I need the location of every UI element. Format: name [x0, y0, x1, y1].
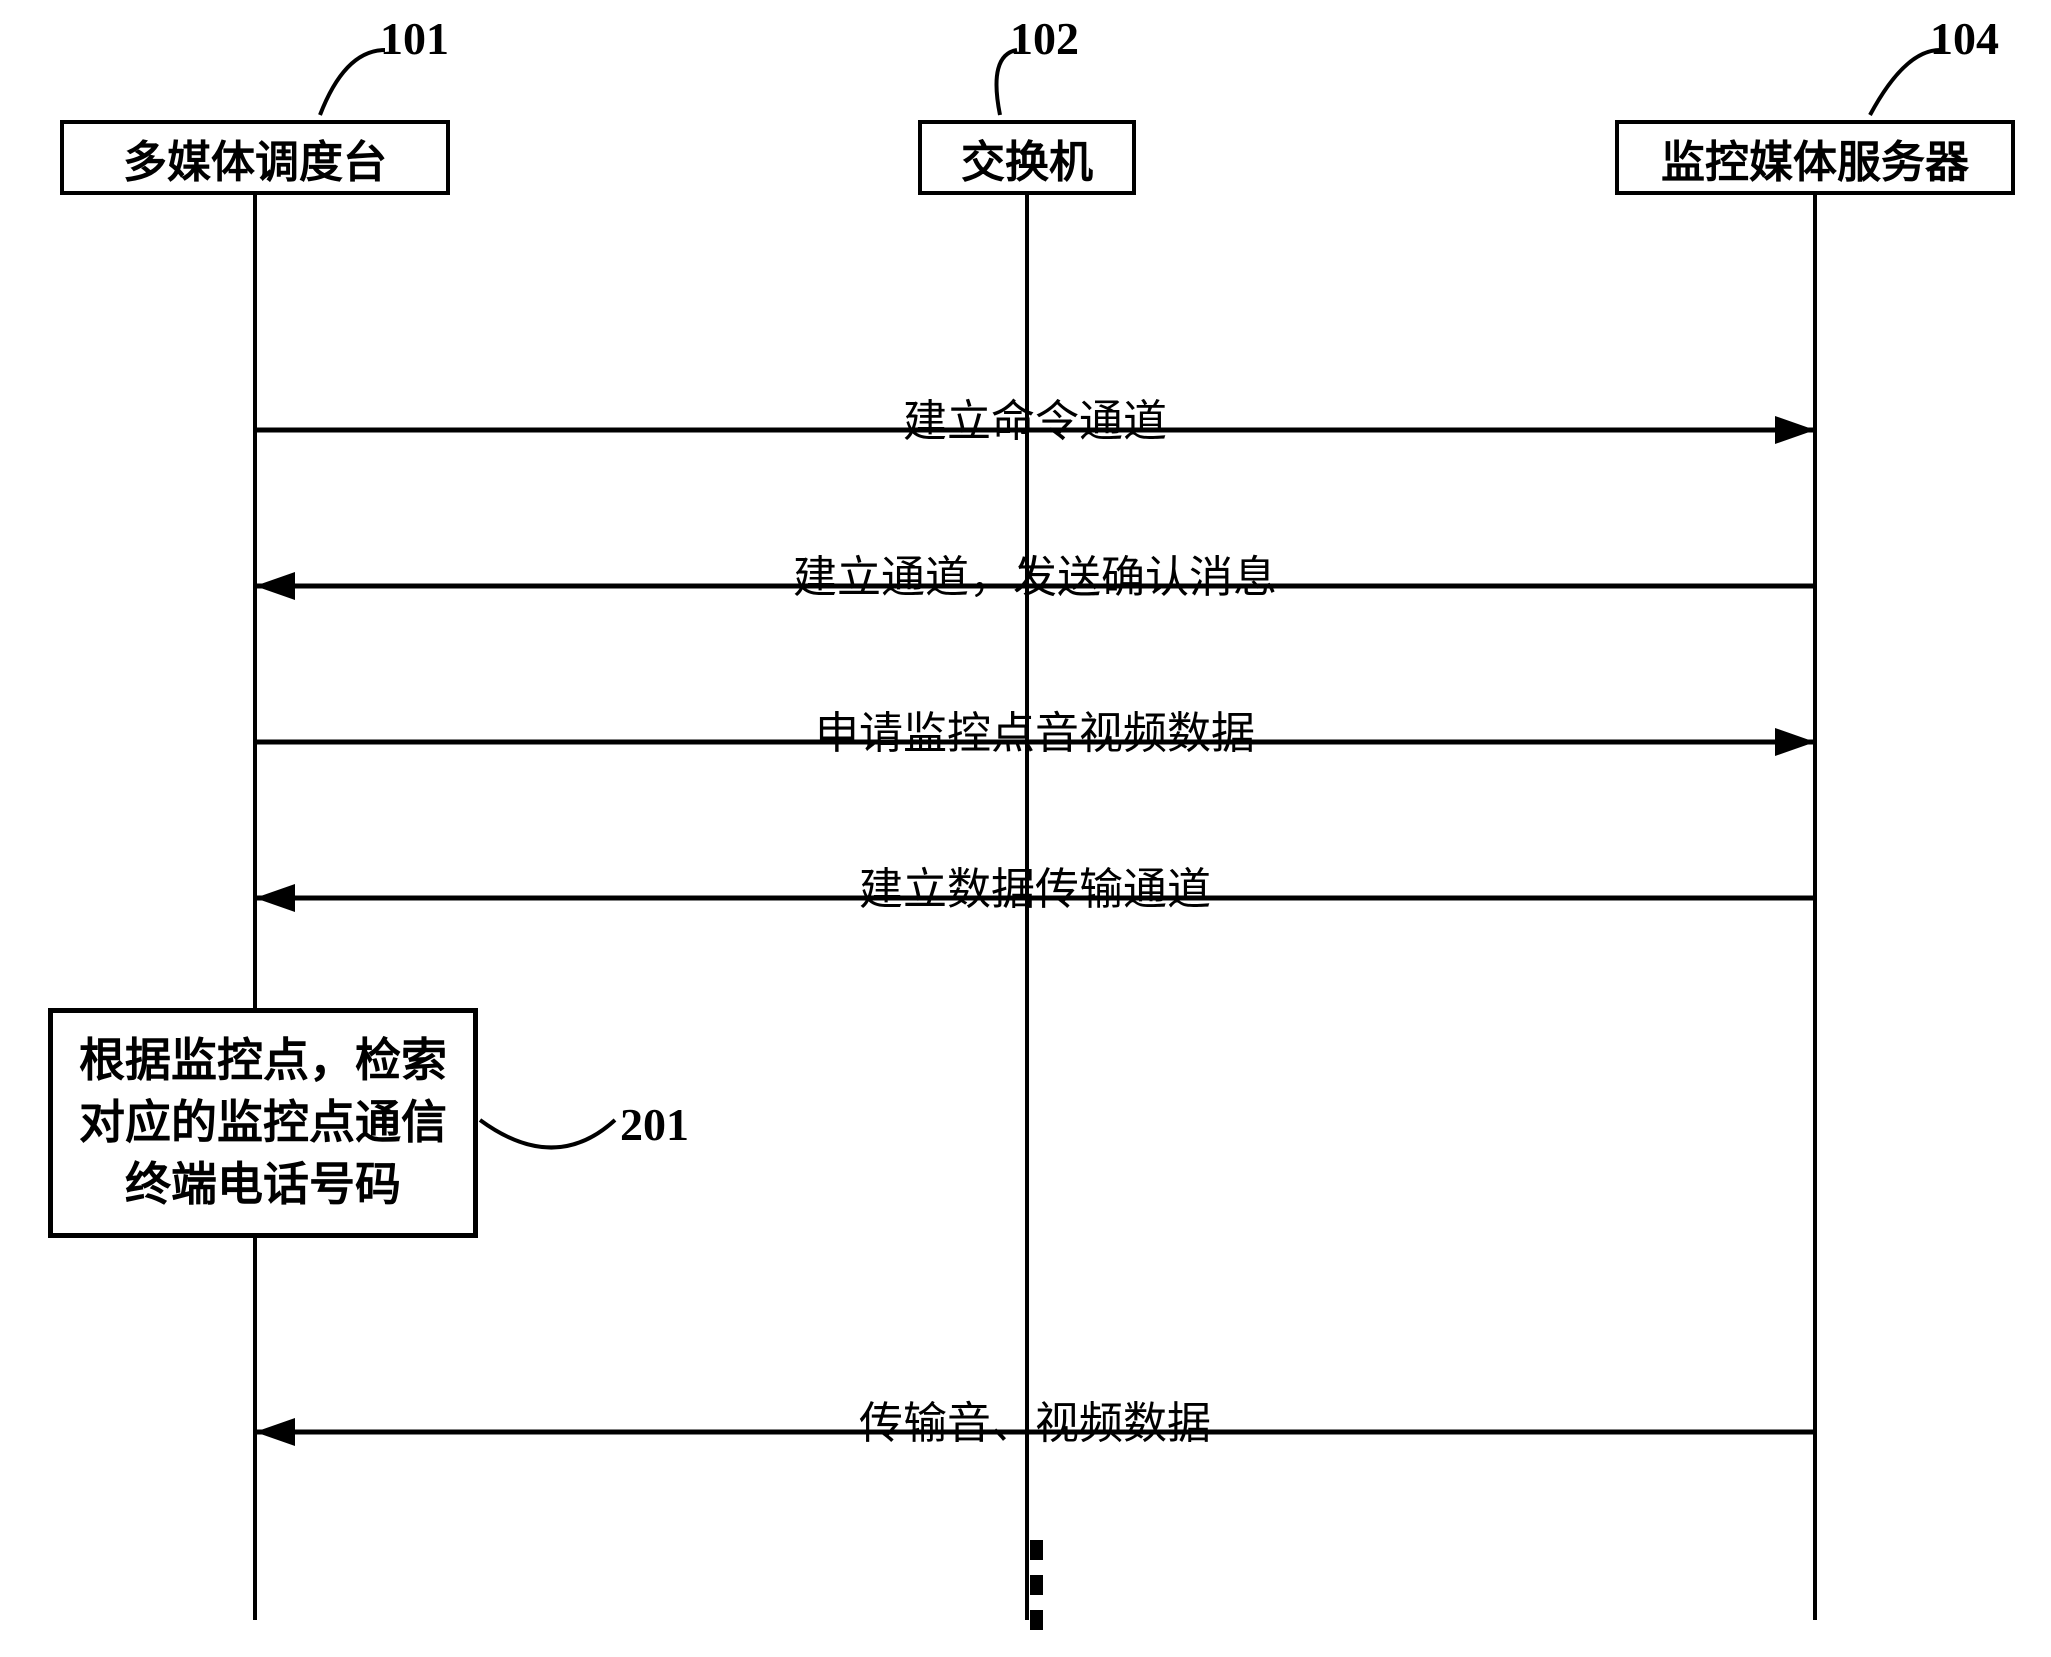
ref-104: 104	[1930, 12, 1999, 65]
leader-201	[480, 1120, 615, 1148]
note-line-3: 终端电话号码	[125, 1159, 401, 1210]
msg-text-1: 建立命令通道	[255, 385, 1815, 449]
ref-101: 101	[380, 12, 449, 65]
note-line-1: 根据监控点，检索	[79, 1035, 447, 1086]
ellipsis-dot-3	[1030, 1610, 1043, 1630]
msg-text-2: 建立通道，发送确认消息	[255, 541, 1815, 605]
note-201-text: 根据监控点，检索 对应的监控点通信 终端电话号码	[79, 1030, 447, 1216]
lane-switch: 交换机	[918, 120, 1136, 195]
lane-switch-label: 交换机	[961, 126, 1093, 190]
lane-console-label: 多媒体调度台	[123, 126, 387, 190]
leader-101	[320, 50, 385, 115]
lane-console: 多媒体调度台	[60, 120, 450, 195]
lane-server-label: 监控媒体服务器	[1661, 126, 1969, 190]
ref-102: 102	[1010, 12, 1079, 65]
ellipsis-dot-1	[1030, 1540, 1043, 1560]
msg-text-5: 传输音、视频数据	[255, 1387, 1815, 1451]
ellipsis-dot-2	[1030, 1575, 1043, 1595]
sequence-diagram: 多媒体调度台 101 交换机 102 监控媒体服务器 104 建立命令通道 建立…	[0, 0, 2051, 1657]
note-line-2: 对应的监控点通信	[79, 1097, 447, 1148]
lane-server: 监控媒体服务器	[1615, 120, 2015, 195]
msg-text-4: 建立数据传输通道	[255, 853, 1815, 917]
note-201: 根据监控点，检索 对应的监控点通信 终端电话号码	[48, 1008, 478, 1238]
ref-201: 201	[620, 1098, 689, 1151]
msg-text-3: 申请监控点音视频数据	[255, 697, 1815, 761]
